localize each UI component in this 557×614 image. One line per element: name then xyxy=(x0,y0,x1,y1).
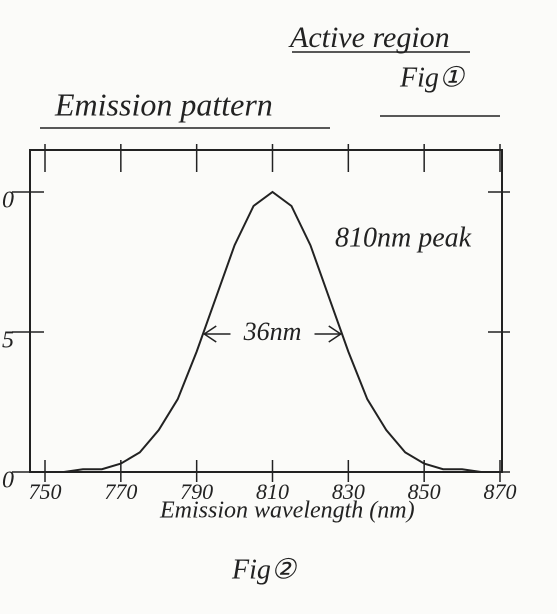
x-tick-label: 750 xyxy=(29,479,62,504)
header-text: Active region xyxy=(288,21,450,54)
header-fig: Fig① xyxy=(399,62,466,93)
y-tick-label: 0.5 xyxy=(0,328,14,354)
caption: Fig② xyxy=(231,554,298,585)
peak-annotation: 810nm peak xyxy=(335,222,472,253)
x-tick-label: 850 xyxy=(408,479,441,504)
plot-frame xyxy=(30,150,502,472)
chart-title: Emission pattern xyxy=(54,86,273,122)
x-tick-label: 870 xyxy=(484,479,517,504)
x-tick-label: 810 xyxy=(256,479,289,504)
x-tick-label: 830 xyxy=(332,479,365,504)
y-tick-label: 0 xyxy=(2,468,14,494)
chart: Active region Fig① Emission pattern Emis… xyxy=(0,0,557,614)
x-tick-label: 790 xyxy=(180,479,213,504)
x-tick-label: 770 xyxy=(104,479,137,504)
y-tick-label: 1.0 xyxy=(0,188,14,214)
fwhm-annotation: 36nm xyxy=(243,317,302,346)
